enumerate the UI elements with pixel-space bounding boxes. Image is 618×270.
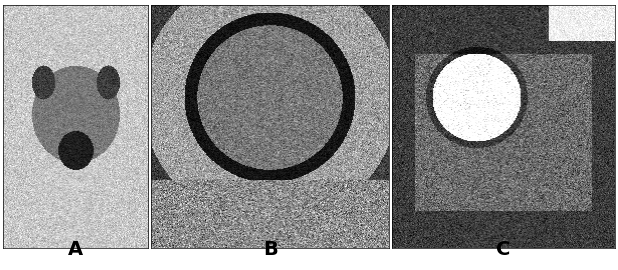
Text: A: A bbox=[68, 240, 83, 259]
Text: B: B bbox=[263, 240, 277, 259]
Text: C: C bbox=[496, 240, 511, 259]
